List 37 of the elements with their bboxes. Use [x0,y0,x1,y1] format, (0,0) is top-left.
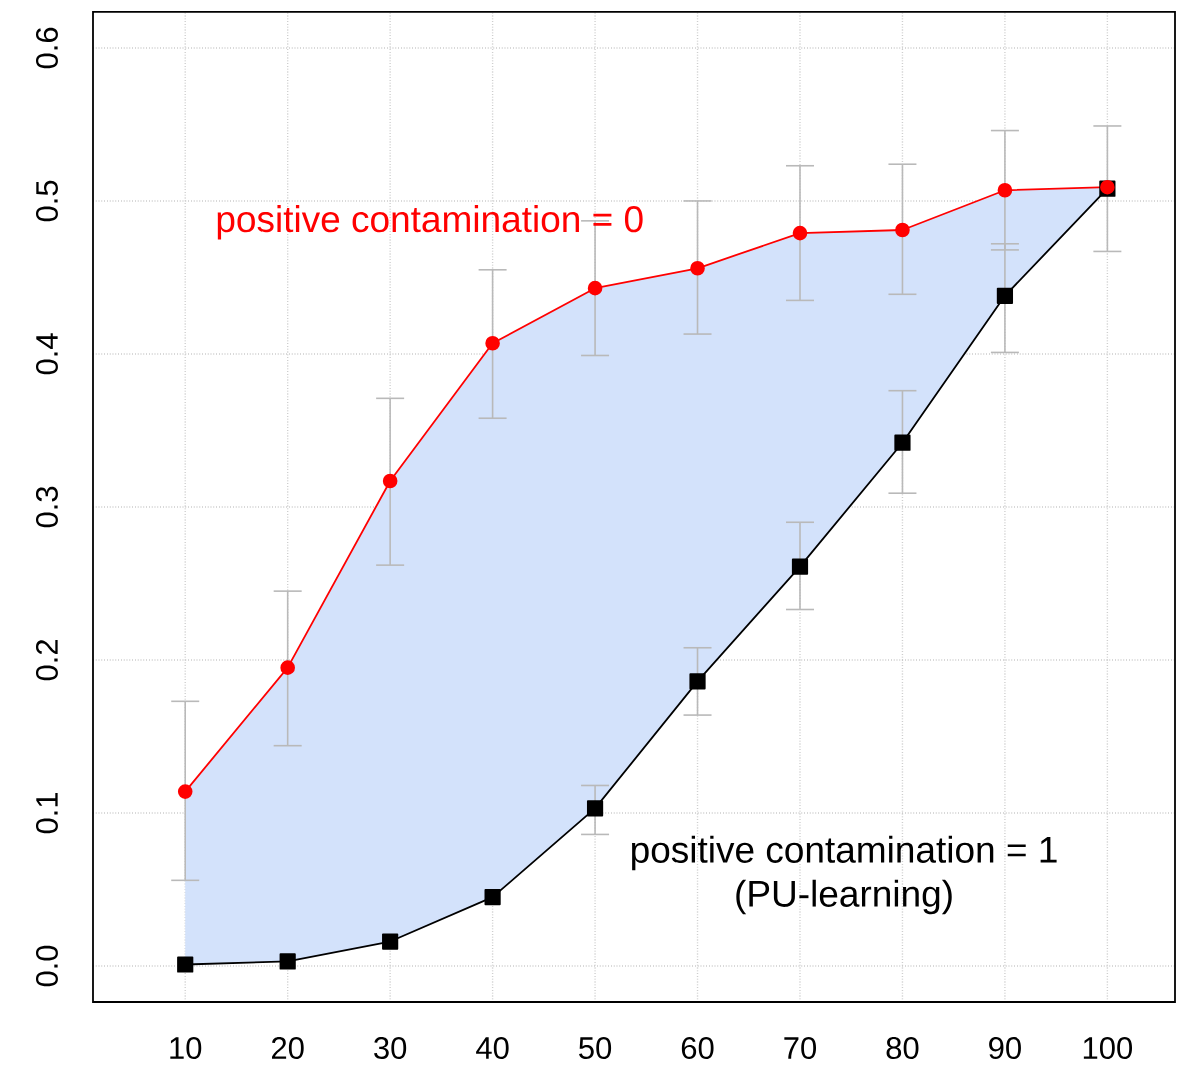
point [996,287,1014,304]
y-tick-label: 0.3 [35,486,58,528]
y-tick-label: 0.2 [35,640,58,681]
point [894,434,911,451]
point [484,889,501,906]
point [382,473,398,489]
x-tick-label: 30 [374,1037,407,1060]
x-tick-label: 40 [476,1037,509,1060]
point [587,280,603,296]
point [791,558,809,575]
point [997,182,1013,198]
x-tick-label: 20 [272,1037,304,1060]
y-tick-label: 0.0 [35,945,58,987]
series-label: positive contamination = 0 [217,205,643,240]
x-tick-label: 70 [784,1037,817,1060]
point [689,673,706,690]
y-tick-label: 0.6 [35,27,58,69]
x-tick-label: 100 [1083,1037,1133,1060]
point [177,956,194,973]
point [690,260,705,276]
y-tick-label: 0.1 [35,792,58,834]
x-tick-label: 50 [579,1037,612,1060]
x-tick-label: 60 [681,1037,714,1060]
y-tick-label: 0.4 [35,333,58,375]
x-tick-label: 90 [989,1037,1021,1060]
point [895,222,910,238]
point [279,953,296,970]
series-label: positive contamination = 1 (PU-learning) [632,835,1057,915]
point [382,933,399,950]
point [586,800,604,817]
point [280,660,295,675]
point [485,335,500,351]
y-tick-label: 0.5 [35,180,58,222]
point [177,784,193,799]
x-tick-label: 10 [170,1037,202,1060]
x-tick-label: 80 [886,1037,919,1060]
point [792,225,808,241]
